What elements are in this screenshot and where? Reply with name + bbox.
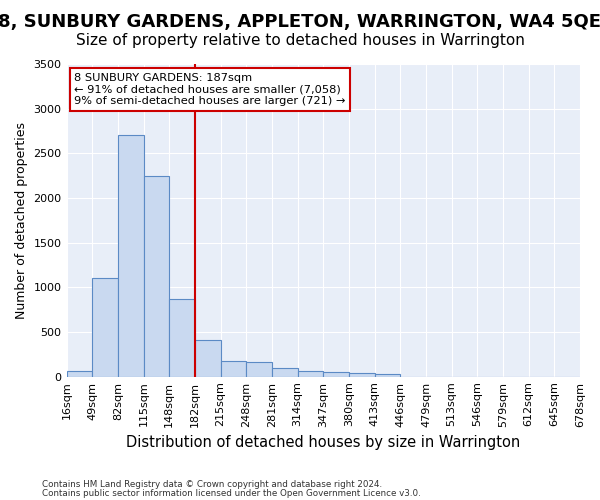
Text: 8, SUNBURY GARDENS, APPLETON, WARRINGTON, WA4 5QE: 8, SUNBURY GARDENS, APPLETON, WARRINGTON… (0, 12, 600, 30)
Bar (323, 372, 349, 376)
Bar (374, 374, 400, 376)
Bar (195, 340, 221, 376)
Text: 8 SUNBURY GARDENS: 187sqm
← 91% of detached houses are smaller (7,058)
9% of sem: 8 SUNBURY GARDENS: 187sqm ← 91% of detac… (74, 73, 346, 106)
Bar (143, 176, 169, 376)
Bar (246, 362, 272, 376)
Bar (298, 371, 323, 376)
Text: Contains public sector information licensed under the Open Government Licence v3: Contains public sector information licen… (42, 490, 421, 498)
Bar (272, 368, 298, 376)
Bar (118, 136, 143, 376)
Bar (221, 361, 246, 376)
Bar (169, 299, 195, 376)
Text: Size of property relative to detached houses in Warrington: Size of property relative to detached ho… (76, 32, 524, 48)
Y-axis label: Number of detached properties: Number of detached properties (15, 122, 28, 319)
X-axis label: Distribution of detached houses by size in Warrington: Distribution of detached houses by size … (126, 435, 520, 450)
Text: Contains HM Land Registry data © Crown copyright and database right 2024.: Contains HM Land Registry data © Crown c… (42, 480, 382, 489)
Bar (349, 373, 374, 376)
Bar (67, 372, 92, 376)
Bar (92, 278, 118, 376)
